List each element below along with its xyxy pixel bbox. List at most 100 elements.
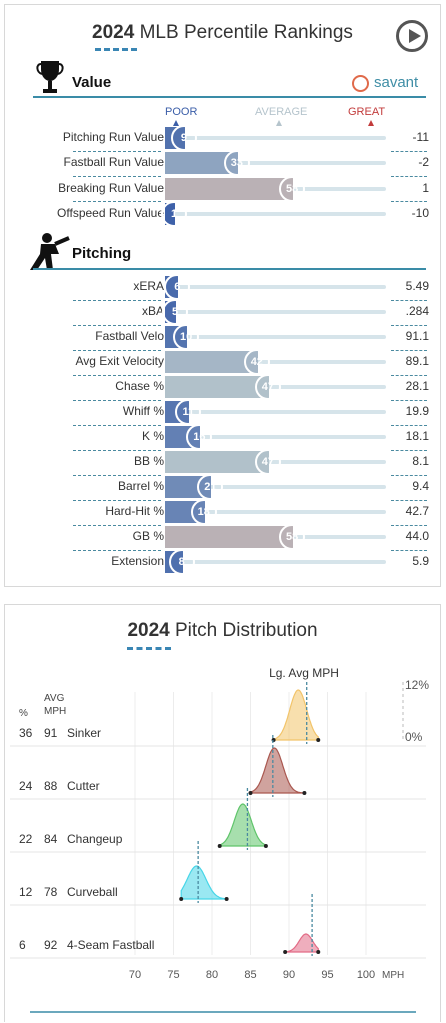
percentile-bubble[interactable]: 18 bbox=[190, 499, 217, 525]
title-underline bbox=[95, 48, 137, 51]
metric-value: 44.0 bbox=[405, 529, 429, 543]
pitch-avg-mph: 91 bbox=[44, 726, 58, 740]
savant-brand[interactable]: savant bbox=[374, 74, 419, 91]
row-divider bbox=[391, 499, 427, 501]
metric-label: Chase % bbox=[115, 379, 164, 393]
percentile-track bbox=[165, 211, 386, 216]
x-tick-label: 70 bbox=[129, 969, 141, 981]
x-tick-label: 85 bbox=[244, 969, 256, 981]
percentile-bubble[interactable]: 58 bbox=[279, 524, 306, 550]
range-max-dot bbox=[316, 738, 321, 742]
percentile-bar bbox=[165, 526, 294, 548]
x-tick-label: 90 bbox=[283, 969, 295, 981]
percentile-track bbox=[165, 335, 386, 339]
mph-column-header: AVG bbox=[44, 693, 65, 704]
row-divider bbox=[73, 449, 161, 451]
range-min-dot bbox=[179, 897, 184, 901]
percentile-track bbox=[165, 161, 386, 166]
metric-label: GB % bbox=[132, 529, 164, 543]
row-divider bbox=[391, 324, 427, 326]
row-divider bbox=[73, 374, 161, 376]
average-marker bbox=[276, 120, 282, 126]
range-max-dot bbox=[263, 844, 268, 848]
pitch-distribution-card: 2024 Pitch Distribution bbox=[4, 604, 441, 1022]
pitching-section-label: Pitching bbox=[72, 245, 132, 262]
metric-value: 91.1 bbox=[405, 329, 429, 343]
percentile-bubble[interactable]: 58 bbox=[279, 175, 306, 202]
percentile-bar bbox=[165, 152, 238, 175]
row-divider bbox=[73, 524, 161, 526]
percentile-bubble[interactable]: 47 bbox=[254, 449, 281, 475]
row-divider bbox=[391, 449, 427, 451]
metric-label: K % bbox=[141, 429, 164, 443]
poor-marker bbox=[173, 120, 179, 126]
row-divider bbox=[391, 201, 427, 203]
pitch-name: Changeup bbox=[67, 832, 123, 846]
percentile-bubble[interactable]: 42 bbox=[243, 349, 270, 375]
play-circle-icon[interactable] bbox=[396, 20, 428, 52]
metric-value: 28.1 bbox=[405, 379, 429, 393]
row-divider bbox=[73, 175, 161, 177]
metric-label: Pitching Run Value bbox=[62, 130, 164, 144]
percentile-bubble[interactable]: 5 bbox=[162, 299, 189, 325]
pitch-avg-mph: 92 bbox=[44, 938, 58, 952]
baseball-icon bbox=[352, 75, 369, 92]
row-divider bbox=[73, 549, 161, 551]
pitch-usage-pct: 24 bbox=[19, 779, 33, 793]
scale-min-label: 0% bbox=[405, 730, 423, 744]
row-divider bbox=[73, 424, 161, 426]
metric-label: Barrel % bbox=[117, 479, 164, 493]
percentile-bubble[interactable]: 33 bbox=[223, 150, 250, 177]
scale-great-label: GREAT bbox=[348, 106, 386, 118]
percentile-track bbox=[165, 360, 386, 364]
percentile-track bbox=[165, 510, 386, 514]
metric-value: 42.7 bbox=[405, 504, 429, 518]
metric-label: BB % bbox=[133, 454, 164, 468]
percentile-bubble[interactable]: 1 bbox=[161, 200, 187, 227]
percentile-bar bbox=[165, 351, 258, 373]
range-max-dot bbox=[224, 897, 229, 901]
metric-label: Breaking Run Value bbox=[58, 180, 164, 195]
scale-poor-label: POOR bbox=[165, 106, 198, 118]
metric-value: 19.9 bbox=[405, 404, 429, 418]
row-divider bbox=[391, 424, 427, 426]
rankings-title: 2024 MLB Percentile Rankings bbox=[92, 22, 353, 43]
percentile-track bbox=[165, 136, 386, 140]
density-curve bbox=[180, 865, 228, 900]
pitch-name: Sinker bbox=[67, 726, 101, 740]
metric-label: Offspeed Run Value bbox=[57, 205, 164, 220]
metric-label: Avg Exit Velocity bbox=[75, 354, 165, 368]
range-min-dot bbox=[248, 791, 253, 795]
percentile-bubble[interactable]: 8 bbox=[168, 549, 195, 575]
x-tick-label: 100 bbox=[357, 969, 375, 981]
metric-label: xERA bbox=[133, 279, 164, 293]
row-divider bbox=[391, 399, 427, 401]
row-divider bbox=[73, 499, 161, 501]
trophy-icon bbox=[36, 61, 64, 93]
pitch-name: Cutter bbox=[67, 779, 100, 793]
row-divider bbox=[73, 150, 161, 152]
percentile-bubble[interactable]: 21 bbox=[197, 474, 224, 500]
percentile-bar bbox=[165, 376, 269, 398]
value-section-rule bbox=[33, 96, 426, 98]
percentile-bar bbox=[165, 451, 269, 473]
percentile-track bbox=[165, 310, 386, 314]
percentile-bubble[interactable]: 9 bbox=[170, 125, 197, 151]
row-divider bbox=[391, 299, 427, 301]
pitching-section-rule bbox=[33, 268, 426, 270]
row-divider bbox=[73, 399, 161, 401]
percentile-bubble[interactable]: 16 bbox=[186, 424, 213, 450]
density-curve bbox=[284, 933, 319, 953]
percentile-bubble[interactable]: 10 bbox=[173, 324, 200, 350]
row-divider bbox=[73, 324, 161, 326]
metric-value: 9.4 bbox=[412, 479, 429, 493]
percentile-bubble[interactable]: 11 bbox=[175, 399, 202, 425]
percentile-bubble[interactable]: 47 bbox=[254, 374, 281, 400]
density-curve bbox=[219, 803, 267, 847]
league-avg-label: Lg. Avg MPH bbox=[269, 666, 339, 680]
range-max-dot bbox=[316, 950, 321, 954]
scale-max-label: 12% bbox=[405, 678, 429, 692]
row-divider bbox=[73, 474, 161, 476]
metric-value: .284 bbox=[405, 304, 429, 318]
percentile-track bbox=[165, 435, 386, 439]
